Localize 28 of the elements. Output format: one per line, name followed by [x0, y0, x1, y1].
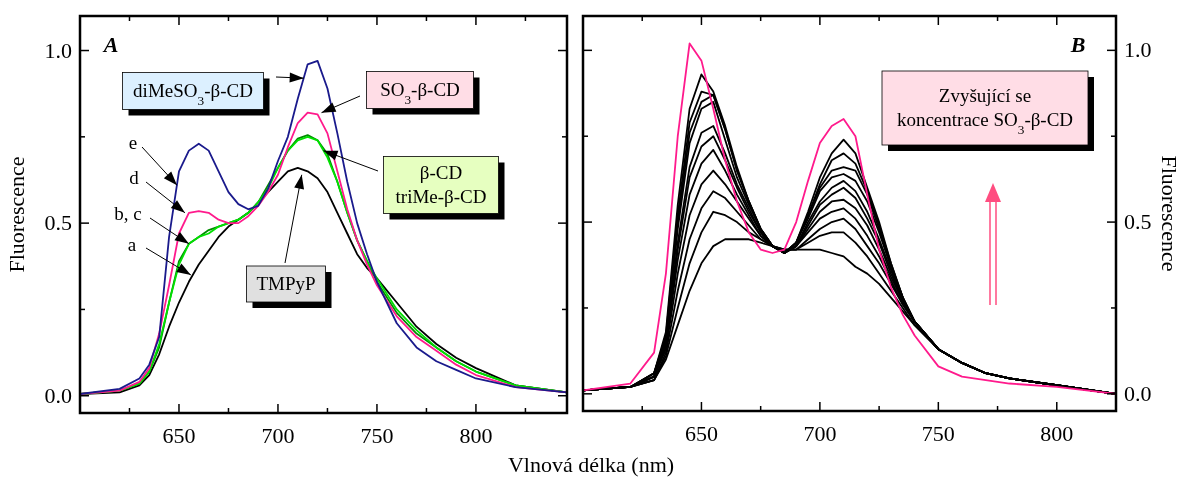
- x-tick-label: 800: [1040, 421, 1074, 446]
- annotation: TMPyP: [256, 273, 316, 294]
- annotation: B: [1069, 32, 1086, 57]
- x-tick-label: 700: [261, 423, 295, 448]
- y-tick-label: 1.0: [1124, 37, 1152, 63]
- x-tick-label: 800: [459, 423, 493, 448]
- x-tick-label: 700: [803, 421, 837, 446]
- annotation: b, c: [114, 203, 142, 224]
- annotation: d: [129, 167, 140, 188]
- annotation: diMeSO$_{3}$-β-CD: [133, 80, 253, 108]
- y-axis-title: Fluorescence: [4, 156, 29, 273]
- y-tick-label: 0.0: [44, 382, 72, 408]
- x-tick-label: 650: [162, 423, 196, 448]
- y-tick-label: 0.5: [1124, 209, 1152, 235]
- annotation: β-CD triMe-β-CD: [395, 162, 487, 207]
- x-axis-title: Vlnová délka (nm): [507, 452, 675, 477]
- annotation: Zvyšující se koncentrace SO$_{3}$-β-CD: [896, 85, 1074, 137]
- y-tick-label: 1.0: [44, 37, 72, 63]
- y-tick-label: 0.0: [1124, 380, 1152, 406]
- y-axis-title: Fluorescence: [1157, 155, 1182, 272]
- annotation: SO$_{3}$-β-CD: [380, 79, 460, 107]
- x-tick-label: 750: [360, 423, 394, 448]
- x-tick-label: 750: [921, 421, 955, 446]
- annotation: e: [128, 132, 138, 153]
- annotation: A: [101, 32, 119, 57]
- y-tick-label: 0.5: [44, 210, 72, 236]
- x-tick-label: 650: [684, 421, 718, 446]
- annotation: a: [127, 234, 137, 255]
